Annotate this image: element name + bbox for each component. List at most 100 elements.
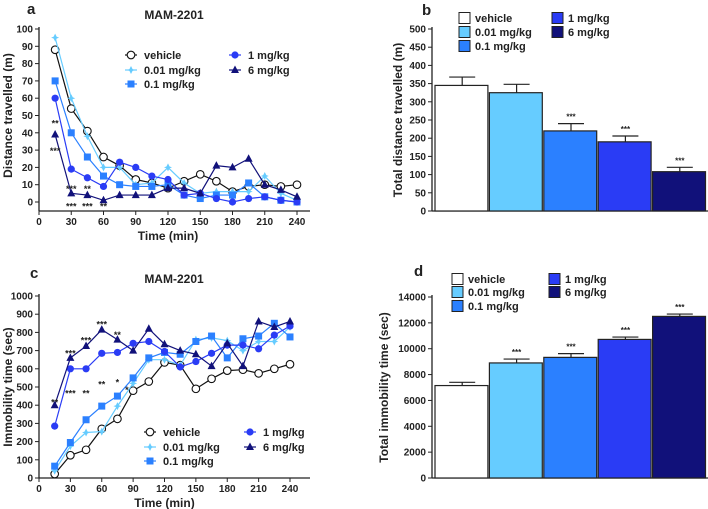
significance-label: ** xyxy=(51,398,59,408)
legend-item: 0.1 mg/kg xyxy=(144,456,214,468)
bar xyxy=(651,315,707,479)
data-point xyxy=(100,172,107,180)
legend-item: vehicle xyxy=(125,50,181,62)
y-tick-label: 60 xyxy=(22,94,34,105)
chart-title: MAM-2201 xyxy=(144,272,204,286)
bar-6-mg-kg: *** xyxy=(651,303,707,479)
x-tick-label: 30 xyxy=(65,484,77,495)
bar xyxy=(597,338,652,479)
data-point xyxy=(255,332,263,340)
legend-label: vehicle xyxy=(475,13,512,25)
legend-label: 0.01 mg/kg xyxy=(475,27,532,39)
bar xyxy=(543,356,598,479)
data-point xyxy=(254,369,263,378)
data-point xyxy=(286,333,294,341)
legend-marker xyxy=(127,80,135,88)
data-point xyxy=(223,354,231,362)
legend-item: 6 mg/kg xyxy=(548,286,607,299)
series-0-1-mg-kg xyxy=(51,319,294,470)
data-point xyxy=(164,163,172,172)
bar-0-01-mg-kg: *** xyxy=(488,348,543,479)
significance-label: ** xyxy=(114,330,122,340)
data-point xyxy=(293,198,301,206)
legend-item: 1 mg/kg xyxy=(548,273,607,286)
data-point xyxy=(276,189,285,198)
data-point xyxy=(81,445,91,455)
legend-label: 6 mg/kg xyxy=(248,65,290,77)
data-point xyxy=(229,191,236,199)
data-point xyxy=(51,94,59,102)
significance-label: ** xyxy=(83,388,91,398)
legend-item: 0.1 mg/kg xyxy=(458,40,526,53)
data-point xyxy=(196,188,205,197)
y-axis-label: Total distance travelled (m) xyxy=(391,43,405,197)
y-axis-label: Distance travelled (m) xyxy=(1,53,15,178)
series-line xyxy=(54,80,298,203)
x-tick-label: 120 xyxy=(156,484,173,495)
data-point xyxy=(129,346,138,354)
data-point xyxy=(66,353,75,361)
x-axis-label: Time (min) xyxy=(134,496,194,509)
significance-label: ** xyxy=(52,118,60,128)
data-point xyxy=(207,374,216,384)
data-point xyxy=(51,462,59,470)
data-point xyxy=(83,174,91,182)
legend-label: 0.1 mg/kg xyxy=(468,301,519,313)
legend-swatch xyxy=(451,300,464,312)
data-point xyxy=(277,196,285,204)
legend-label: 1 mg/kg xyxy=(568,13,610,25)
legend-swatch xyxy=(458,26,471,38)
data-point xyxy=(99,195,108,204)
x-tick-label: 180 xyxy=(224,217,241,228)
series-line xyxy=(54,37,298,201)
y-tick-label: 400 xyxy=(409,61,426,72)
legend-swatch xyxy=(548,273,561,285)
data-point xyxy=(192,357,200,366)
significance-label: *** xyxy=(66,201,77,211)
legend-label: 1 mg/kg xyxy=(263,427,305,439)
legend-item: 6 mg/kg xyxy=(244,442,305,454)
bar-0-1-mg-kg: *** xyxy=(543,113,598,212)
y-axis-label: Total immobility time (sec) xyxy=(377,312,391,462)
significance-label: *** xyxy=(50,146,61,156)
y-tick-label: 4000 xyxy=(404,422,427,433)
data-point xyxy=(82,416,90,424)
significance-label: *** xyxy=(621,125,631,134)
data-point xyxy=(160,347,169,356)
data-point xyxy=(113,414,122,424)
bar xyxy=(597,141,652,212)
data-point xyxy=(196,195,204,203)
data-point xyxy=(66,442,75,451)
y-tick-label: 100 xyxy=(16,455,33,466)
bar-1-mg-kg: *** xyxy=(597,326,652,479)
data-point xyxy=(238,361,247,370)
legend-swatch xyxy=(458,40,471,52)
panel-label: d xyxy=(414,263,423,280)
legend-swatch xyxy=(451,273,464,285)
data-point xyxy=(180,191,188,199)
legend-label: vehicle xyxy=(144,50,181,62)
data-point xyxy=(238,346,247,355)
bar xyxy=(434,84,489,212)
data-point xyxy=(51,33,60,42)
significance-label: *** xyxy=(66,184,77,194)
data-point xyxy=(191,349,200,358)
bar xyxy=(488,362,543,479)
y-tick-label: 6000 xyxy=(404,396,427,407)
legend-label: 0.01 mg/kg xyxy=(144,65,201,77)
legend-label: 0.01 mg/kg xyxy=(163,442,220,454)
x-tick-label: 30 xyxy=(66,217,78,228)
data-point xyxy=(99,152,108,162)
y-tick-label: 2000 xyxy=(404,448,427,459)
series-1-mg-kg xyxy=(51,94,301,206)
legend-marker xyxy=(146,443,154,451)
data-point xyxy=(228,162,237,171)
x-tick-label: 60 xyxy=(96,484,108,495)
data-point xyxy=(145,337,153,346)
data-point xyxy=(144,377,154,386)
bar-vehicle xyxy=(434,76,489,212)
legend-swatch xyxy=(551,26,564,38)
y-tick-label: 0 xyxy=(27,474,33,485)
